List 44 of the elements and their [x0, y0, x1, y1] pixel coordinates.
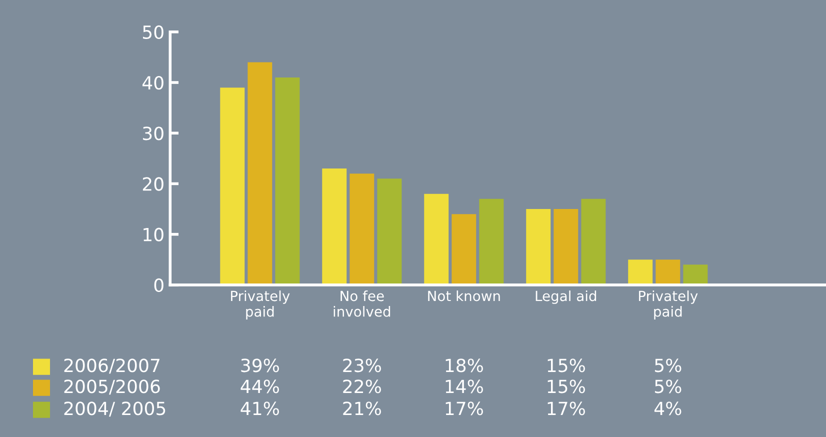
data-label: 15% [548, 358, 585, 372]
bar [683, 264, 708, 285]
data-label: 15% [548, 380, 585, 394]
legend-label: 2004/ 2005 [64, 402, 166, 417]
data-label: 44% [240, 380, 279, 394]
legend-label: 2005/2006 [64, 380, 160, 395]
bar [656, 260, 680, 285]
data-label: 5% [654, 380, 682, 394]
data-label: 21% [343, 402, 381, 416]
data-label: 4% [654, 402, 682, 416]
bar [275, 77, 300, 285]
bar [479, 198, 504, 285]
bar [581, 198, 606, 285]
data-label: 22% [343, 380, 381, 394]
bar [322, 168, 347, 285]
x-tick-label: Not known [428, 290, 500, 302]
y-tick-label: 0 [154, 278, 164, 292]
bar [350, 174, 374, 285]
legend-label: 2006/2007 [64, 358, 160, 374]
y-tick-label: 50 [143, 25, 164, 40]
bar [248, 62, 272, 285]
data-label: 17% [548, 402, 585, 416]
bar [628, 260, 653, 285]
data-label: 14% [446, 380, 483, 394]
bar [554, 209, 578, 285]
bar [220, 88, 245, 285]
x-tick-label: Legal aid [536, 290, 596, 304]
x-tick-label: No fee involved [334, 290, 390, 317]
data-label: 17% [446, 402, 483, 416]
y-tick-label: 30 [143, 126, 164, 140]
bar [526, 209, 551, 285]
bar [452, 214, 476, 285]
data-label: 41% [240, 402, 279, 416]
y-tick-label: 40 [142, 76, 164, 90]
data-label: 39% [241, 358, 279, 372]
data-label: 23% [343, 358, 381, 372]
data-label: 5% [654, 358, 682, 372]
x-tick-label: Privately paid [231, 290, 290, 320]
x-tick-label: Privately paid [639, 290, 698, 320]
y-tick-label: 20 [142, 177, 164, 191]
data-label: 18% [446, 358, 483, 372]
bar [424, 194, 449, 285]
bar [377, 178, 402, 285]
y-tick-label: 10 [144, 228, 164, 242]
